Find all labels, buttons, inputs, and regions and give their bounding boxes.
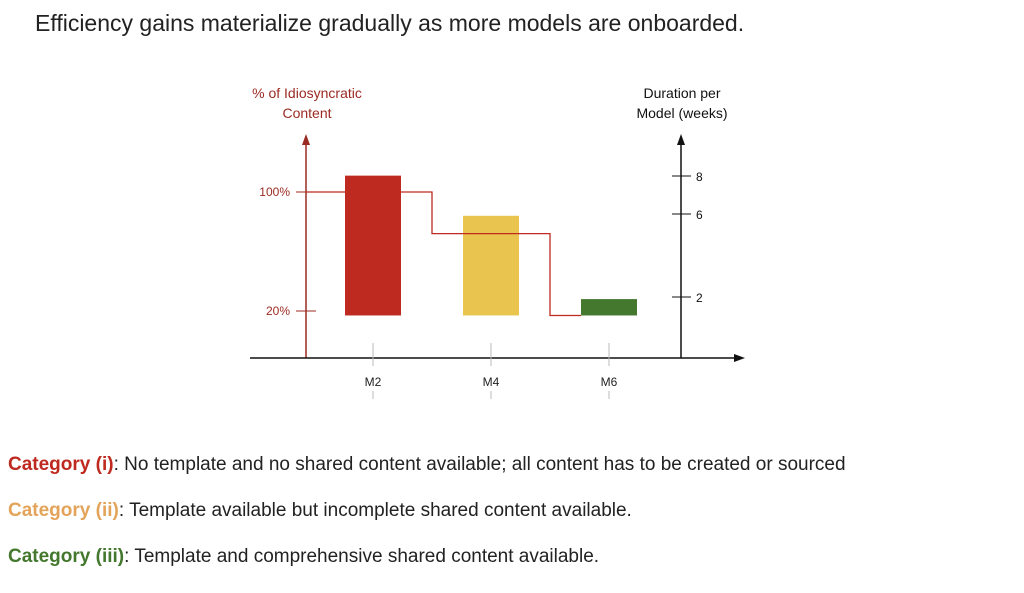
x-label-m2: M2 [365,375,382,389]
left-axis-label-line1: % of Idiosyncratic [252,85,362,101]
legend-category-i: Category (i): No template and no shared … [8,454,846,476]
left-axis-label-line2: Content [282,105,331,121]
right-tick-label-8: 8 [696,170,703,184]
right-axis-arrow [677,134,685,145]
legend-category-ii-text: : Template available but incomplete shar… [118,500,632,521]
bar-m6 [581,299,637,316]
legend-category-ii-label: Category (ii) [8,500,119,521]
left-tick-label-100: 100% [259,185,290,199]
efficiency-chart: % of Idiosyncratic Content Duration per … [250,85,745,399]
left-tick-label-20: 20% [266,304,290,318]
right-axis-label-line2: Model (weeks) [636,105,727,121]
right-axis-label-line1: Duration per [643,85,720,101]
legend-category-i-text: : No template and no shared content avai… [113,454,846,475]
right-tick-label-6: 6 [696,208,703,222]
bar-m2 [345,175,401,316]
right-tick-label-2: 2 [696,291,703,305]
headline: Efficiency gains materialize gradually a… [35,10,745,36]
step-line [306,191,581,317]
legend-category-iii-label: Category (iii) [8,546,125,567]
x-axis-arrow [734,354,745,362]
legend-category-i-label: Category (i) [8,454,114,475]
bar-m4 [463,215,519,316]
x-label-m6: M6 [601,375,618,389]
legend-category-ii: Category (ii): Template available but in… [8,500,632,522]
legend-category-iii-text: : Template and comprehensive shared cont… [124,546,600,567]
x-label-m4: M4 [483,375,500,389]
legend-category-iii: Category (iii): Template and comprehensi… [8,546,599,568]
left-axis-arrow [302,134,310,145]
